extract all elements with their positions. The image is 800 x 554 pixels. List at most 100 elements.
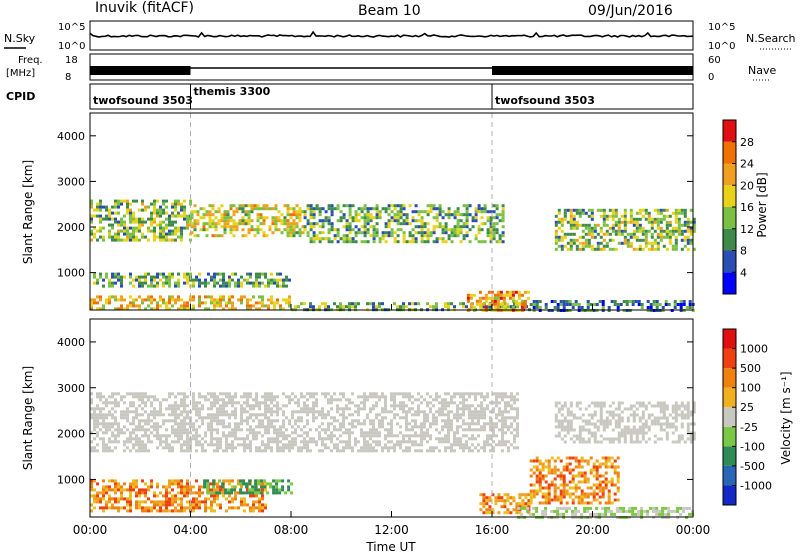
power-cells-cell-0-163 bbox=[153, 226, 156, 230]
vel-cells-cell-5-173 bbox=[586, 477, 590, 481]
vel-cells-cell-0-693 bbox=[267, 428, 270, 432]
power-cells-cell-3-178 bbox=[623, 211, 627, 215]
power-cells-cell-3-202 bbox=[632, 217, 636, 221]
vel-cells-cell-4-27 bbox=[497, 499, 501, 503]
power-cells-cell-2-79 bbox=[336, 231, 340, 235]
vel-cells-cell-0-1034 bbox=[366, 398, 369, 402]
vel-cells-cell-0-448 bbox=[207, 428, 210, 432]
vel-cells-cell-0-163 bbox=[132, 443, 135, 447]
vel-cells-cell-0-270 bbox=[162, 413, 165, 417]
vel-cells-cell-0-922 bbox=[333, 398, 336, 402]
power-cells-cell-5-39 bbox=[135, 298, 138, 302]
power-cells-cell-5-163 bbox=[270, 301, 273, 305]
vel-cells-cell-2-4 bbox=[90, 494, 93, 498]
power-cells-cell-2-304 bbox=[432, 207, 436, 211]
power-cells-cell-0-217 bbox=[171, 229, 174, 233]
power-cells-cell-0-107 bbox=[129, 238, 132, 242]
power-cells-cell-3-90 bbox=[587, 223, 591, 227]
power-cells-cell-4-109 bbox=[210, 278, 213, 282]
vel-cells-cell-2-272 bbox=[216, 482, 219, 486]
vel-cells-cell-0-409 bbox=[195, 437, 198, 441]
power-cells-cell-2-339 bbox=[447, 213, 451, 217]
vel-cells-cell-0-1485 bbox=[486, 404, 489, 408]
vel-cells-cell-0-664 bbox=[261, 434, 264, 438]
vel-cells-cell-3-81 bbox=[290, 491, 294, 495]
vel-cells-cell-0-587 bbox=[240, 443, 243, 447]
vel-cells-cell-0-1523 bbox=[495, 425, 498, 429]
power-cells-cell-2-416 bbox=[483, 210, 487, 214]
vel-cells-cell-0-959 bbox=[342, 431, 345, 435]
vel-cells-cell-5-229 bbox=[604, 486, 608, 490]
vel-cells-cell-0-817 bbox=[300, 446, 303, 450]
power-cells-cell-0-258 bbox=[189, 199, 192, 203]
power-cells-cell-1-126 bbox=[250, 219, 254, 223]
power-cells-cell-2-225 bbox=[396, 228, 400, 232]
vel-cells-cell-0-1117 bbox=[387, 434, 390, 438]
power-cells-cell-2-35 bbox=[315, 237, 319, 241]
power-cells-cell-8-100 bbox=[664, 303, 668, 306]
power-cells-cell-2-269 bbox=[417, 213, 421, 217]
vel-cells-cell-0-599 bbox=[246, 392, 249, 396]
vel-cells-cell-0-1136 bbox=[393, 398, 396, 402]
vel-cells-cell-0-1467 bbox=[480, 425, 483, 429]
vel-cells-cell-5-95 bbox=[559, 492, 563, 496]
power-cells-cell-2-408 bbox=[480, 207, 484, 211]
power-cells-cell-8-29 bbox=[565, 303, 569, 306]
vel-cells-cell-0-548 bbox=[231, 410, 234, 414]
vel-cells-cell-2-98 bbox=[135, 503, 138, 507]
vel-cells-cell-5-139 bbox=[574, 486, 578, 490]
vel-cells-cell-1-288 bbox=[671, 416, 675, 420]
vel-cells-cell-0-1433 bbox=[471, 434, 474, 438]
power-cells-cell-7-23 bbox=[484, 299, 488, 303]
vel-cells-cell-0-1421 bbox=[468, 428, 471, 432]
power-cells-cell-2-369 bbox=[459, 231, 463, 235]
power-cells-cell-1-167 bbox=[274, 216, 278, 220]
power-cells-cell-2-446 bbox=[495, 213, 499, 217]
vel-cells-cell-2-72 bbox=[123, 506, 126, 510]
power-cells-cell-7-73 bbox=[514, 302, 518, 306]
vel-cells-cell-0-722 bbox=[273, 440, 276, 444]
vel-cells-cell-0-1187 bbox=[405, 449, 408, 453]
vel-cells-cell-0-1140 bbox=[393, 413, 396, 417]
power-cells-cell-0-136 bbox=[141, 220, 144, 224]
power-cells-cell-0-96 bbox=[126, 235, 129, 239]
vel-cells-cell-0-872 bbox=[318, 410, 321, 414]
vel-cells-cell-0-303 bbox=[171, 431, 174, 435]
power-cells-cell-1-139 bbox=[256, 228, 260, 232]
vel-cells-cell-5-253 bbox=[613, 498, 617, 502]
vel-cells-cell-0-79 bbox=[108, 446, 111, 450]
power-cells-cell-3-140 bbox=[605, 241, 609, 245]
vel-cells-cell-0-1499 bbox=[489, 434, 492, 438]
vel-cells-cell-0-298 bbox=[171, 410, 174, 414]
vel-cells-cell-0-1166 bbox=[402, 404, 405, 408]
power-cells-cell-2-342 bbox=[447, 234, 451, 238]
vel-cells-cell-0-1460 bbox=[480, 395, 483, 399]
vel-cells-cell-0-1151 bbox=[396, 440, 399, 444]
vel-cells-cell-0-168 bbox=[135, 410, 138, 414]
vel-cells-cell-5-210 bbox=[598, 489, 602, 493]
power-cells-cell-4-32 bbox=[132, 278, 135, 282]
vel-cells-cell-0-195 bbox=[141, 401, 144, 405]
vel-cells-cell-0-319 bbox=[174, 440, 177, 444]
power-cells-cell-0-237 bbox=[180, 202, 183, 206]
vel-cells-cell-5-44 bbox=[541, 501, 545, 505]
vel-cells-cell-1-44 bbox=[569, 422, 573, 426]
vel-cells-cell-1-60 bbox=[578, 416, 582, 420]
vel-cells-cell-0-440 bbox=[204, 449, 207, 453]
power-cells-cell-4-78 bbox=[177, 272, 180, 276]
vel-cells-cell-0-1369 bbox=[456, 419, 459, 423]
vel-cells-cell-0-57 bbox=[102, 449, 105, 453]
vel-cells-cell-4-14 bbox=[488, 496, 492, 500]
vel-cells-cell-0-830 bbox=[306, 392, 309, 396]
power-cells-cell-2-217 bbox=[393, 237, 397, 241]
power-cells-cell-2-97 bbox=[345, 228, 349, 232]
vel-cells-cell-0-842 bbox=[306, 446, 309, 450]
vel-cells-cell-6-44 bbox=[574, 512, 578, 516]
power-cells-cell-2-280 bbox=[420, 234, 424, 238]
vel-cells-cell-2-267 bbox=[213, 488, 216, 492]
vel-cells-cell-2-233 bbox=[195, 506, 198, 510]
power-cells-cell-3-249 bbox=[647, 247, 651, 251]
power-cells-cell-1-221 bbox=[298, 213, 302, 217]
vel-cells-cell-0-741 bbox=[279, 431, 282, 435]
vel-cells-cell-1-246 bbox=[653, 419, 657, 423]
